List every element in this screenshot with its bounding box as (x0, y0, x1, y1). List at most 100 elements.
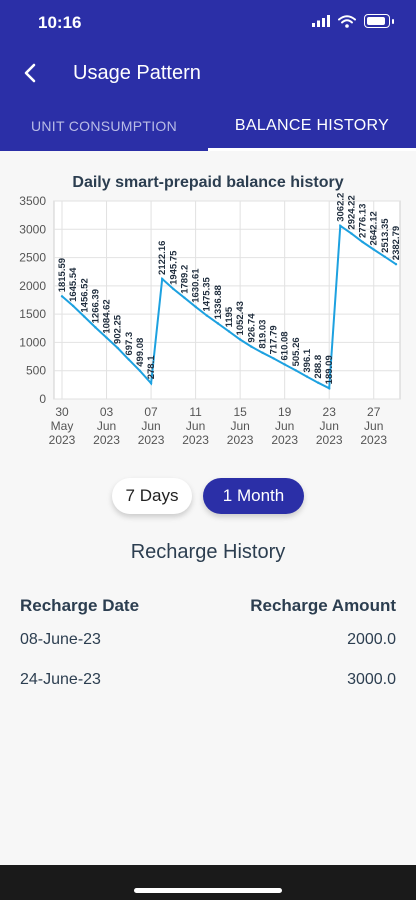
wifi-icon (338, 14, 356, 28)
data-label: 1645.54 (68, 267, 79, 302)
data-point (305, 375, 309, 378)
x-tick-label: 03 Jun 2023 (93, 405, 120, 447)
data-point (339, 224, 342, 227)
y-tick-label: 500 (26, 364, 46, 378)
recharge-amount-header: Recharge Amount (250, 596, 396, 615)
data-label: 3062.2 (335, 193, 346, 222)
data-point (60, 295, 64, 298)
battery-icon (364, 14, 390, 28)
one-month-button[interactable]: 1 Month (203, 478, 304, 514)
battery-tip (392, 18, 394, 24)
data-point (328, 387, 331, 390)
data-label: 717.79 (269, 325, 280, 354)
data-label: 288.8 (313, 355, 324, 379)
page-title: Usage Pattern (73, 62, 201, 84)
data-label: 1195 (224, 306, 235, 327)
data-point (172, 287, 175, 291)
data-point (127, 358, 130, 361)
status-bar: 10:16 (0, 0, 416, 45)
y-tick-label: 3500 (19, 194, 46, 208)
back-button[interactable] (10, 53, 50, 93)
tab-bar: UNIT CONSUMPTION BALANCE HISTORY (0, 101, 416, 151)
status-time: 10:16 (38, 13, 82, 32)
data-point (394, 263, 398, 266)
data-label: 926.74 (246, 313, 257, 343)
balance-chart-svg: Daily smart-prepaid balance history 0 500… (19, 174, 402, 447)
y-tick-label: 0 (39, 392, 46, 406)
y-tick-label: 2000 (19, 279, 46, 293)
chart-title: Daily smart-prepaid balance history (72, 174, 343, 191)
data-point (105, 336, 108, 339)
range-selector: 7 Days 1 Month (0, 478, 416, 514)
data-point (316, 381, 320, 384)
data-label: 1084.62 (102, 299, 113, 333)
data-point (261, 351, 264, 354)
seven-days-button[interactable]: 7 Days (112, 478, 192, 514)
data-label: 1630.61 (191, 268, 202, 303)
data-label: 1052.43 (235, 301, 246, 335)
data-label: 505.26 (291, 337, 302, 366)
data-label: 1475.35 (202, 276, 213, 311)
data-point (194, 305, 197, 308)
data-label: 2776.13 (358, 204, 369, 238)
data-label: 2642.12 (369, 211, 380, 245)
y-tick-label: 1500 (19, 307, 46, 321)
data-label: 2924.22 (346, 195, 357, 229)
data-point (205, 314, 208, 317)
data-point (294, 369, 297, 372)
home-bar (0, 865, 416, 900)
recharge-amount: 2000.0 (347, 631, 396, 648)
recharge-amount: 3000.0 (347, 671, 396, 688)
recharge-date: 08-June-23 (20, 631, 101, 648)
recharge-date: 24-June-23 (20, 671, 101, 688)
chevron-left-icon (24, 63, 36, 83)
recharge-table: Recharge Date Recharge Amount 08-June-23… (20, 592, 396, 700)
home-indicator[interactable] (134, 888, 282, 893)
data-point (94, 326, 97, 329)
data-point (183, 296, 186, 299)
app-header: Usage Pattern (0, 45, 416, 101)
y-tick-label: 1000 (19, 335, 46, 349)
table-row: 24-June-23 3000.0 (20, 660, 396, 700)
data-label: 396.1 (302, 348, 313, 372)
x-tick-label: 23 Jun 2023 (316, 405, 343, 447)
data-label: 819.03 (257, 320, 268, 349)
data-point (161, 277, 164, 281)
data-point (116, 346, 119, 350)
data-label: 278.1 (146, 355, 157, 379)
data-label: 2513.35 (380, 218, 391, 253)
table-row: 08-June-23 2000.0 (20, 620, 396, 660)
data-label: 902.25 (113, 314, 124, 344)
data-point (83, 315, 86, 318)
x-tick-label: 27 Jun 2023 (360, 405, 387, 447)
data-point (250, 345, 253, 348)
data-point (383, 255, 387, 259)
signal-icon (312, 15, 330, 27)
x-tick-label: 30 May 2023 (49, 405, 76, 447)
data-point (350, 232, 353, 235)
x-tick-label: 11 Jun 2023 (182, 405, 209, 447)
data-label: 1815.59 (57, 258, 68, 292)
recharge-table-header: Recharge Date Recharge Amount (20, 592, 396, 620)
data-point (238, 338, 242, 341)
plot-area (53, 200, 401, 400)
balance-chart: Daily smart-prepaid balance history 0 500… (0, 160, 416, 460)
data-label: 697.3 (124, 332, 135, 356)
data-point (272, 357, 275, 360)
data-label: 1945.75 (168, 250, 179, 285)
data-point (216, 322, 220, 325)
data-point (372, 248, 375, 251)
data-label: 499.08 (135, 338, 146, 367)
tab-balance-history[interactable]: BALANCE HISTORY (208, 101, 416, 151)
x-tick-label: 15 Jun 2023 (227, 405, 254, 447)
data-point (227, 330, 231, 333)
data-point (71, 304, 75, 308)
x-tick-label: 19 Jun 2023 (271, 405, 298, 447)
data-label: 1266.39 (90, 289, 101, 323)
data-label: 189.09 (324, 355, 335, 384)
data-label: 2122.16 (157, 241, 168, 275)
recharge-date-header: Recharge Date (20, 596, 140, 615)
data-label: 610.08 (280, 331, 291, 360)
data-label: 1336.88 (213, 285, 224, 319)
tab-unit-consumption[interactable]: UNIT CONSUMPTION (30, 118, 178, 134)
